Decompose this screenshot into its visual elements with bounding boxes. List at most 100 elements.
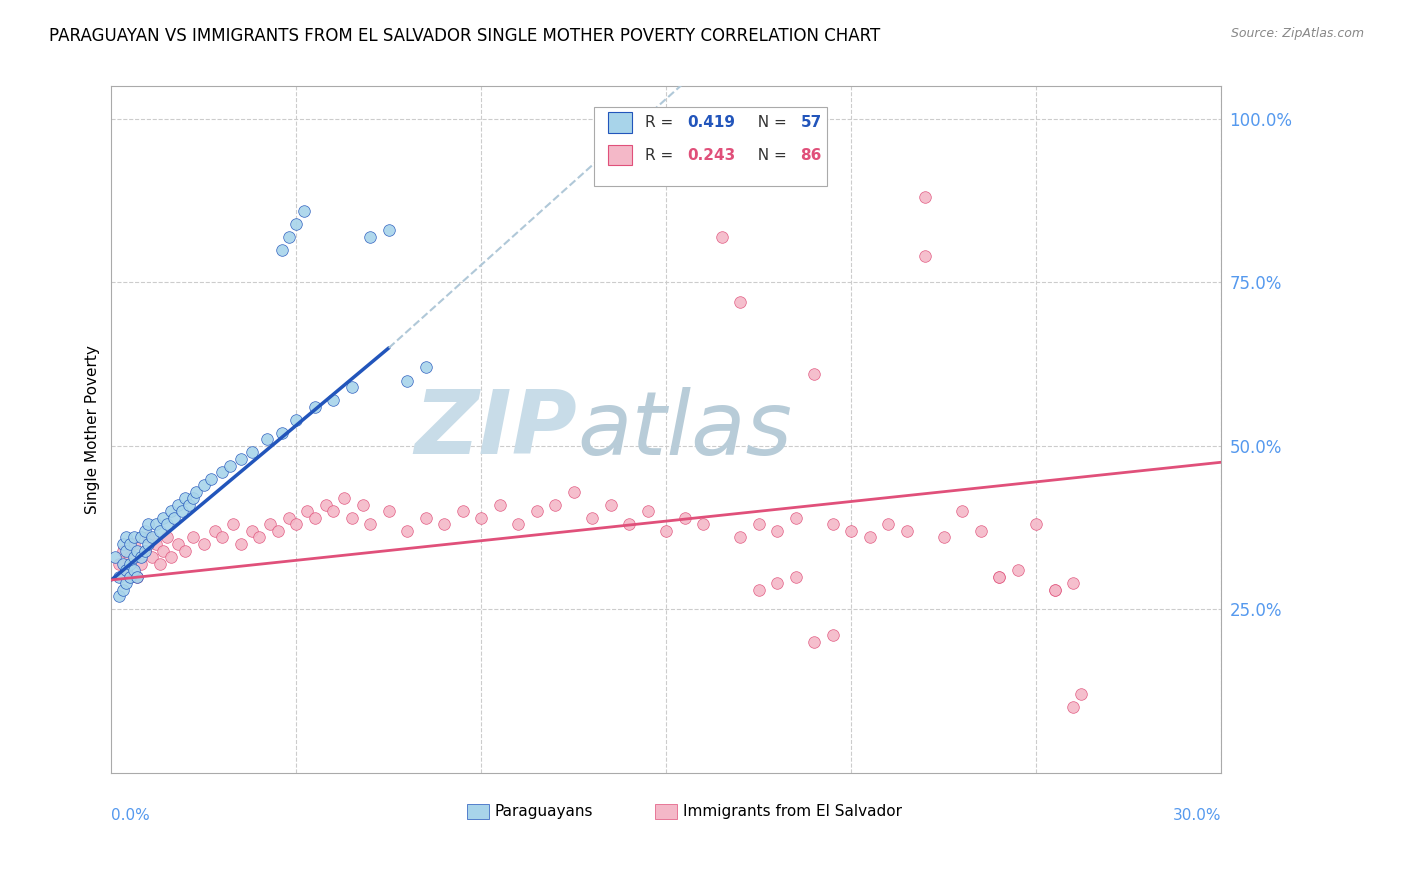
Point	[267, 524, 290, 538]
Point	[766, 576, 789, 591]
Point	[821, 628, 844, 642]
Bar	[467, 805, 489, 820]
Point	[304, 400, 326, 414]
Point	[859, 530, 882, 544]
Point	[333, 491, 356, 506]
Point	[562, 484, 585, 499]
Point	[115, 543, 138, 558]
Point	[108, 569, 131, 583]
Point	[803, 635, 825, 649]
Text: PARAGUAYAN VS IMMIGRANTS FROM EL SALVADOR SINGLE MOTHER POVERTY CORRELATION CHAR: PARAGUAYAN VS IMMIGRANTS FROM EL SALVADO…	[49, 27, 880, 45]
Point	[138, 517, 160, 532]
Point	[1043, 582, 1066, 597]
Point	[950, 504, 973, 518]
Point	[322, 393, 344, 408]
Point	[285, 517, 308, 532]
Point	[134, 543, 156, 558]
Text: Paraguayans: Paraguayans	[495, 805, 593, 820]
Point	[785, 511, 807, 525]
Point	[156, 530, 179, 544]
Point	[174, 491, 197, 506]
Point	[396, 374, 419, 388]
Point	[159, 549, 181, 564]
Point	[285, 413, 308, 427]
Point	[748, 517, 770, 532]
Y-axis label: Single Mother Poverty: Single Mother Poverty	[86, 345, 100, 514]
Point	[619, 517, 641, 532]
Text: 30.0%: 30.0%	[1173, 808, 1222, 823]
Text: 0.419: 0.419	[688, 115, 735, 130]
Point	[138, 530, 160, 544]
Point	[415, 511, 437, 525]
Point	[222, 517, 245, 532]
Point	[177, 498, 200, 512]
Point	[526, 504, 548, 518]
Bar	[607, 145, 631, 165]
Point	[1062, 700, 1084, 714]
Point	[118, 557, 141, 571]
Text: 0.243: 0.243	[688, 147, 735, 162]
Point	[970, 524, 993, 538]
Point	[270, 243, 292, 257]
Text: R =: R =	[645, 147, 678, 162]
Bar	[607, 112, 631, 133]
Point	[170, 504, 193, 518]
Point	[156, 517, 179, 532]
Point	[1043, 582, 1066, 597]
Point	[730, 530, 752, 544]
Text: 57: 57	[800, 115, 823, 130]
Point	[1007, 563, 1029, 577]
Point	[145, 537, 167, 551]
Point	[211, 465, 233, 479]
Point	[129, 549, 152, 564]
Point	[359, 517, 381, 532]
Point	[508, 517, 530, 532]
Point	[193, 537, 215, 551]
Point	[122, 530, 145, 544]
Point	[304, 511, 326, 525]
Point	[193, 478, 215, 492]
Bar	[655, 805, 678, 820]
Point	[129, 530, 152, 544]
Point	[710, 229, 733, 244]
Point	[122, 549, 145, 564]
Point	[111, 582, 134, 597]
Point	[118, 549, 141, 564]
Text: N =: N =	[748, 147, 792, 162]
Point	[378, 223, 401, 237]
Point	[322, 504, 344, 518]
Text: 86: 86	[800, 147, 823, 162]
Point	[134, 524, 156, 538]
Text: Source: ZipAtlas.com: Source: ZipAtlas.com	[1230, 27, 1364, 40]
Point	[988, 569, 1011, 583]
Point	[352, 498, 374, 512]
Point	[127, 569, 149, 583]
Point	[896, 524, 918, 538]
Point	[159, 504, 181, 518]
Point	[433, 517, 456, 532]
Point	[115, 576, 138, 591]
Point	[766, 524, 789, 538]
Point	[415, 360, 437, 375]
Point	[278, 229, 301, 244]
Point	[167, 537, 190, 551]
Point	[877, 517, 900, 532]
Text: N =: N =	[748, 115, 792, 130]
Point	[111, 537, 134, 551]
Point	[181, 491, 204, 506]
Point	[730, 295, 752, 310]
Text: 0.0%: 0.0%	[111, 808, 150, 823]
Point	[229, 452, 252, 467]
Point	[115, 563, 138, 577]
Point	[163, 511, 186, 525]
Point	[204, 524, 226, 538]
Point	[200, 472, 222, 486]
Point	[988, 569, 1011, 583]
Point	[256, 433, 278, 447]
Point	[914, 249, 936, 263]
Point	[692, 517, 714, 532]
Point	[470, 511, 492, 525]
Point	[108, 557, 131, 571]
Point	[340, 511, 363, 525]
Text: atlas: atlas	[578, 386, 793, 473]
